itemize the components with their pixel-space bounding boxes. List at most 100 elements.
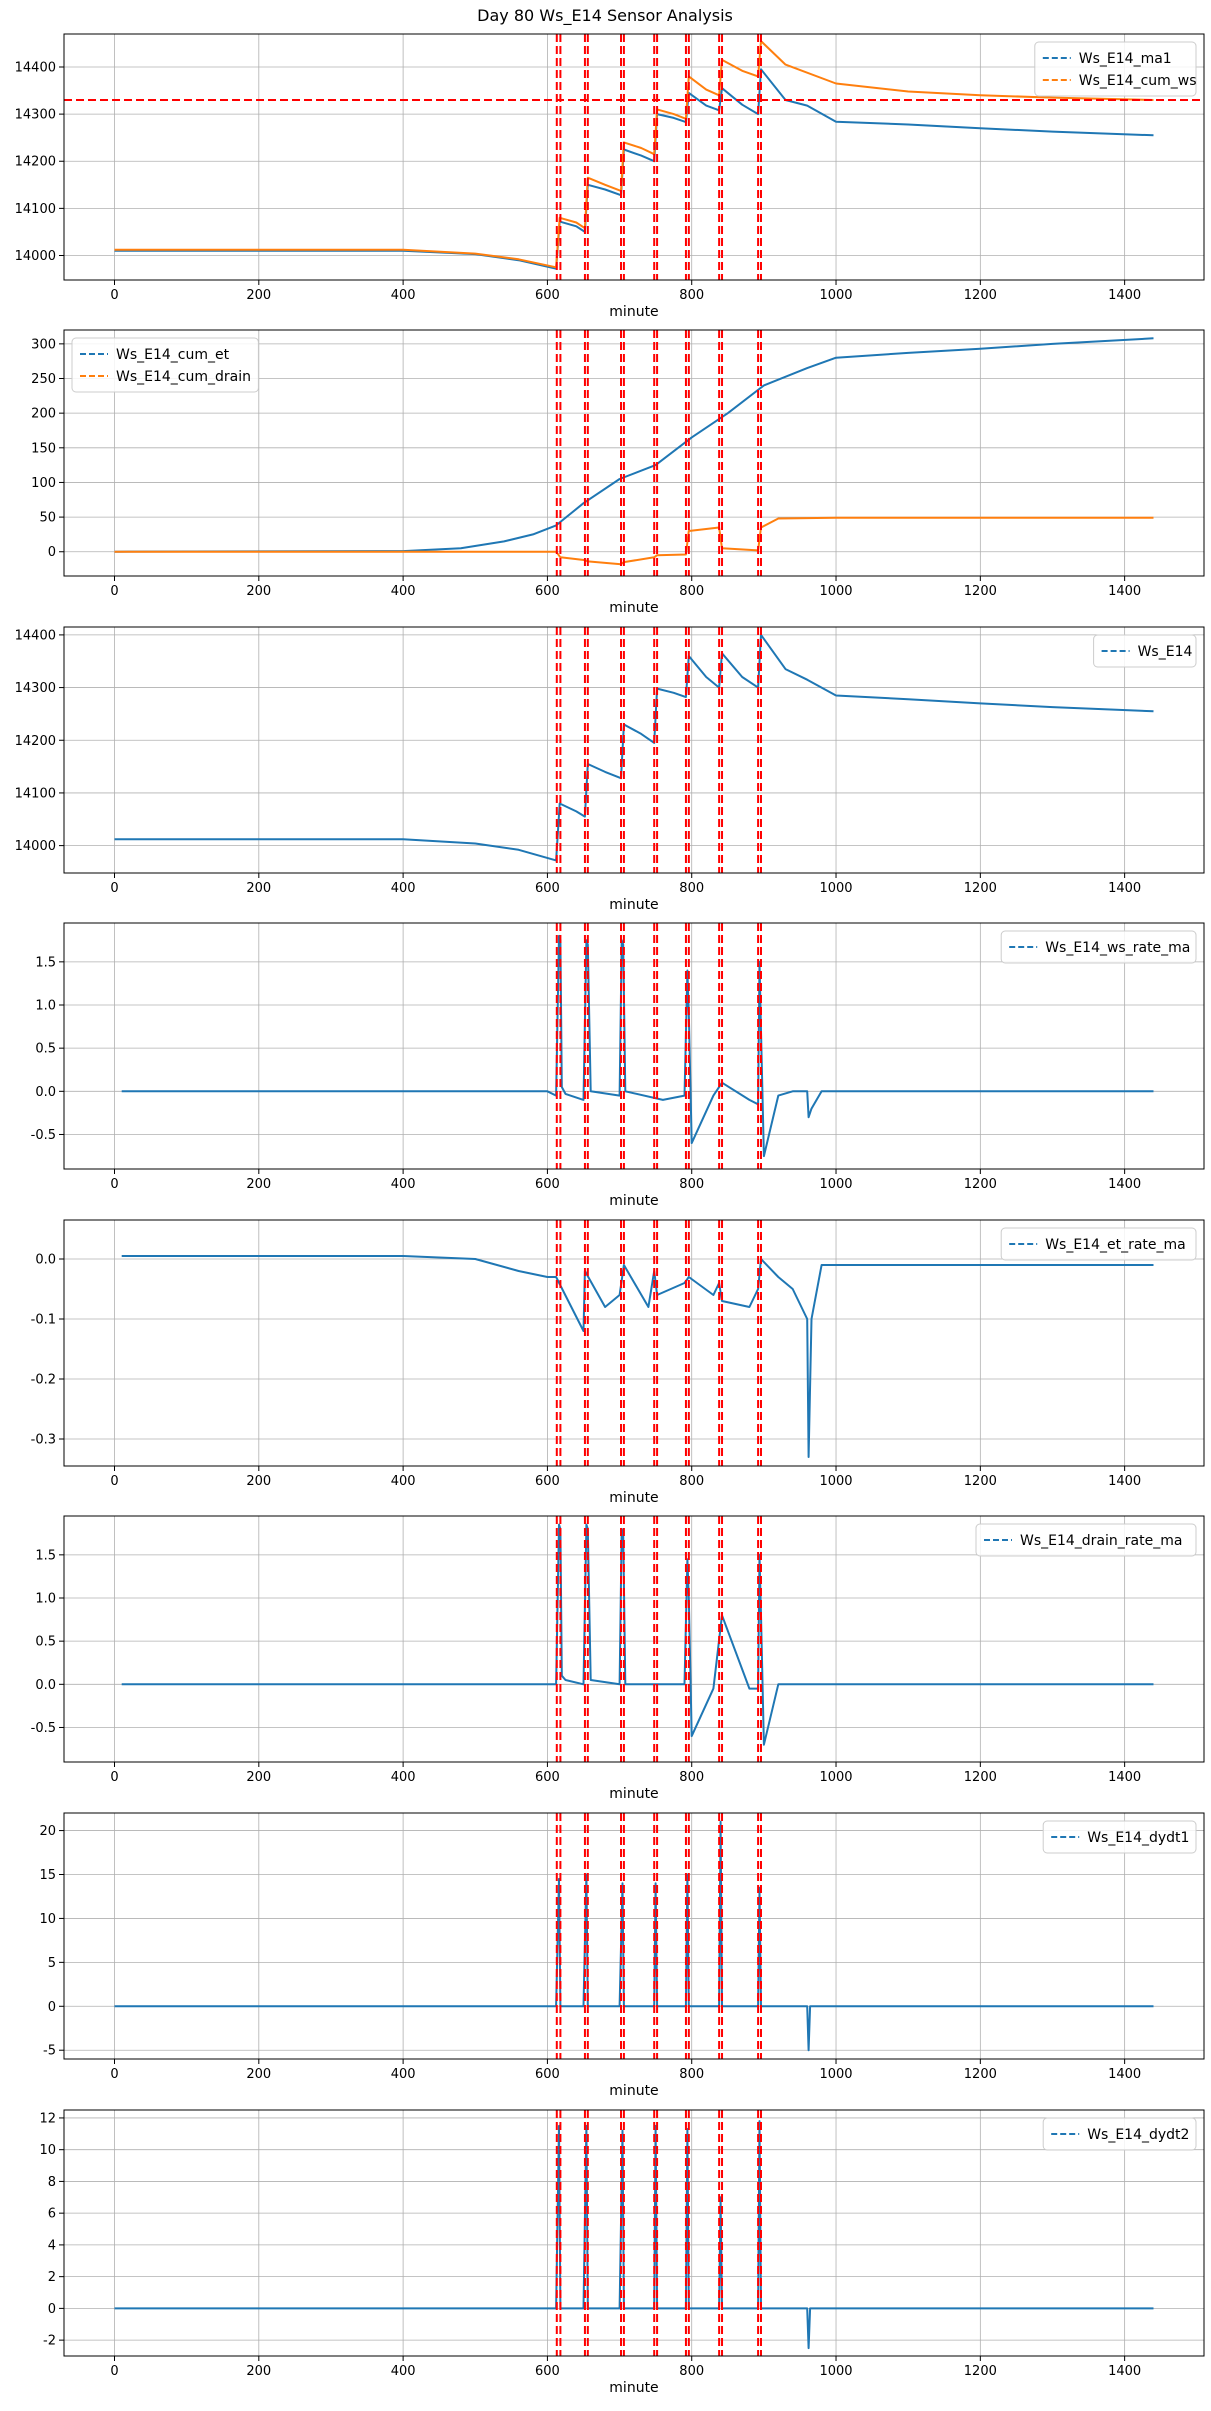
x-tick-label: 400 — [391, 584, 416, 599]
x-axis-label: minute — [609, 2083, 658, 2099]
x-tick-label: 1200 — [964, 584, 997, 599]
x-axis-label: minute — [609, 1193, 658, 1209]
x-tick-label: 1000 — [819, 584, 852, 599]
axes-frame — [63, 922, 1205, 1170]
plot-area — [121, 1516, 1154, 1762]
plot-area — [121, 1220, 1154, 1466]
y-tick-label: 14200 — [15, 155, 56, 170]
x-tick-label: 1400 — [1108, 2364, 1141, 2379]
y-tick-label: 14200 — [15, 734, 56, 749]
y-tick-label: 200 — [31, 407, 56, 422]
chart-panel-6: 0 200 400 600 800 1000 1200 1400 -0.5 0.0 0.5 1.0 1.… — [31, 1515, 1205, 1802]
series-line-Ws_E14_ws_rate_ma — [121, 934, 1154, 1158]
y-tick-label: 1.5 — [35, 1548, 56, 1563]
x-tick-label: 800 — [679, 288, 704, 303]
legend-box — [1093, 634, 1197, 668]
legend-label: Ws_E14_dydt2 — [1087, 2127, 1189, 2143]
y-tick-label: 14000 — [15, 249, 56, 264]
chart-panel-3: 0 200 400 600 800 1000 1200 1400 14000 14100 14200… — [15, 626, 1205, 913]
x-tick-label: 0 — [110, 2364, 118, 2379]
x-tick-label: 200 — [246, 1770, 271, 1785]
legend-label: Ws_E14_cum_et — [116, 347, 230, 363]
plot-area — [114, 2110, 1154, 2356]
y-tick-label: 10 — [39, 1912, 56, 1927]
y-tick-label: 14400 — [15, 628, 56, 643]
legend-box — [71, 337, 259, 393]
x-tick-label: 200 — [246, 881, 271, 896]
legend-label: Ws_E14_drain_rate_ma — [1020, 1533, 1182, 1549]
x-axis-label: minute — [609, 2380, 658, 2396]
x-tick-label: 1000 — [819, 2364, 852, 2379]
y-tick-label: 14300 — [15, 681, 56, 696]
panels: 0 200 400 600 800 1000 1200 1400140001410014200… — [15, 33, 1205, 2396]
x-tick-label: 0 — [110, 881, 118, 896]
y-tick-label: -0.5 — [31, 1128, 56, 1143]
x-tick-label: 400 — [391, 1474, 416, 1489]
y-tick-label: -0.5 — [31, 1721, 56, 1736]
x-tick-label: 800 — [679, 2067, 704, 2082]
x-tick-label: 600 — [535, 881, 560, 896]
y-tick-label: 14100 — [15, 202, 56, 217]
legend-label: Ws_E14 — [1138, 644, 1193, 660]
x-tick-label: 600 — [535, 1474, 560, 1489]
x-tick-label: 1000 — [819, 1770, 852, 1785]
x-tick-label: 1200 — [964, 1474, 997, 1489]
series-line-Ws_E14_dydt2 — [114, 2120, 1154, 2350]
x-tick-label: 400 — [391, 881, 416, 896]
series-line-Ws_E14_cum_ws — [114, 40, 1154, 269]
y-tick-label: -0.1 — [31, 1313, 56, 1328]
legend: Ws_E14_ws_rate_ma — [1000, 930, 1197, 964]
x-tick-label: 800 — [679, 2364, 704, 2379]
x-tick-label: 800 — [679, 1770, 704, 1785]
x-tick-label: 1200 — [964, 288, 997, 303]
y-tick-label: 8 — [48, 2175, 56, 2190]
axes-frame — [63, 329, 1205, 577]
legend-label: Ws_E14_cum_ws — [1079, 73, 1197, 89]
x-tick-label: 400 — [391, 1770, 416, 1785]
series-line-Ws_E14_cum_drain — [114, 516, 1154, 566]
x-tick-label: 200 — [246, 2067, 271, 2082]
series-line-Ws_E14_et_rate_ma — [121, 1255, 1154, 1458]
y-tick-label: 1.0 — [35, 1592, 56, 1607]
axes-frame — [63, 33, 1205, 281]
x-tick-label: 600 — [535, 1177, 560, 1192]
x-tick-label: 0 — [110, 288, 118, 303]
x-tick-label: 600 — [535, 2364, 560, 2379]
legend: Ws_E14_drain_rate_ma — [975, 1523, 1197, 1557]
y-tick-label: 0 — [48, 545, 56, 560]
x-tick-label: 0 — [110, 1177, 118, 1192]
x-tick-label: 600 — [535, 2067, 560, 2082]
chart-panel-7: 0 200 400 600 800 1000 1200 1400 -5 0 5 10 15 20 minut… — [39, 1812, 1205, 2099]
y-tick-label: 150 — [31, 441, 56, 456]
x-tick-label: 1000 — [819, 1474, 852, 1489]
x-tick-label: 1400 — [1108, 1177, 1141, 1192]
x-tick-label: 400 — [391, 1177, 416, 1192]
legend: Ws_E14_dydt2 — [1042, 2117, 1197, 2151]
y-tick-label: 0.0 — [35, 1085, 56, 1100]
y-tick-label: 0 — [48, 2000, 56, 2015]
figure-title: Day 80 Ws_E14 Sensor Analysis — [477, 6, 733, 26]
y-tick-label: 14300 — [15, 108, 56, 123]
y-tick-label: 0.0 — [35, 1678, 56, 1693]
x-tick-label: 1400 — [1108, 1474, 1141, 1489]
y-tick-label: 0.0 — [35, 1253, 56, 1268]
chart-panel-4: 0 200 400 600 800 1000 1200 1400 -0.5 0.0 0.5 1.0 1.… — [31, 922, 1205, 1209]
x-axis-label: minute — [609, 600, 658, 616]
y-tick-label: 300 — [31, 337, 56, 352]
x-tick-label: 200 — [246, 288, 271, 303]
y-tick-label: 20 — [39, 1824, 56, 1839]
series-line-Ws_E14_drain_rate_ma — [121, 1523, 1154, 1746]
legend-label: Ws_E14_ws_rate_ma — [1045, 940, 1190, 956]
y-tick-label: 250 — [31, 372, 56, 387]
x-tick-label: 800 — [679, 1474, 704, 1489]
chart-panel-1: 0 200 400 600 800 1000 1200 1400 14000 14100 14200… — [15, 33, 1205, 320]
x-tick-label: 400 — [391, 2067, 416, 2082]
y-tick-label: -0.2 — [31, 1373, 56, 1388]
x-tick-label: 1200 — [964, 2067, 997, 2082]
y-tick-label: 0.5 — [35, 1042, 56, 1057]
y-tick-label: -0.3 — [31, 1433, 56, 1448]
x-tick-label: 200 — [246, 1177, 271, 1192]
x-tick-label: 1200 — [964, 1770, 997, 1785]
x-tick-label: 200 — [246, 2364, 271, 2379]
